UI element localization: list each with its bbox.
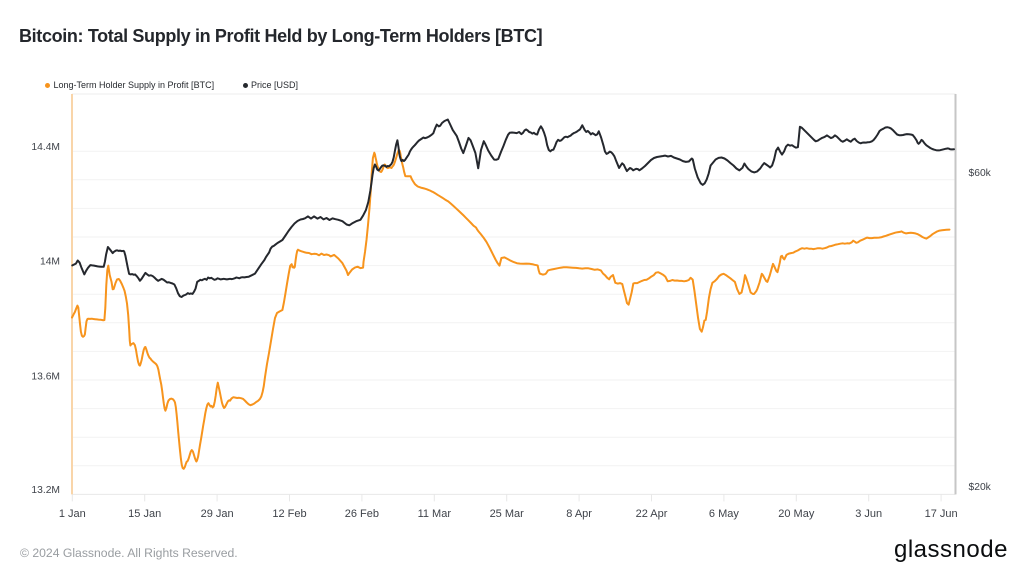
svg-text:17 Jun: 17 Jun — [925, 508, 958, 520]
svg-text:$60k: $60k — [969, 168, 992, 179]
svg-text:1 Jan: 1 Jan — [59, 508, 86, 520]
svg-text:25 Mar: 25 Mar — [490, 508, 525, 520]
svg-text:14M: 14M — [40, 256, 60, 267]
svg-text:3 Jun: 3 Jun — [855, 508, 882, 520]
svg-text:15 Jan: 15 Jan — [128, 508, 161, 520]
svg-text:6 May: 6 May — [709, 508, 739, 520]
svg-text:14.4M: 14.4M — [31, 142, 60, 153]
svg-text:12 Feb: 12 Feb — [272, 508, 306, 520]
svg-text:$20k: $20k — [969, 482, 992, 493]
svg-text:20 May: 20 May — [778, 508, 815, 520]
svg-text:11 Mar: 11 Mar — [418, 508, 452, 520]
svg-text:8 Apr: 8 Apr — [566, 508, 592, 520]
svg-text:29 Jan: 29 Jan — [201, 508, 234, 520]
svg-text:22 Apr: 22 Apr — [636, 508, 668, 520]
svg-text:26 Feb: 26 Feb — [345, 508, 379, 520]
svg-text:13.2M: 13.2M — [31, 485, 60, 496]
svg-text:13.6M: 13.6M — [31, 371, 60, 382]
